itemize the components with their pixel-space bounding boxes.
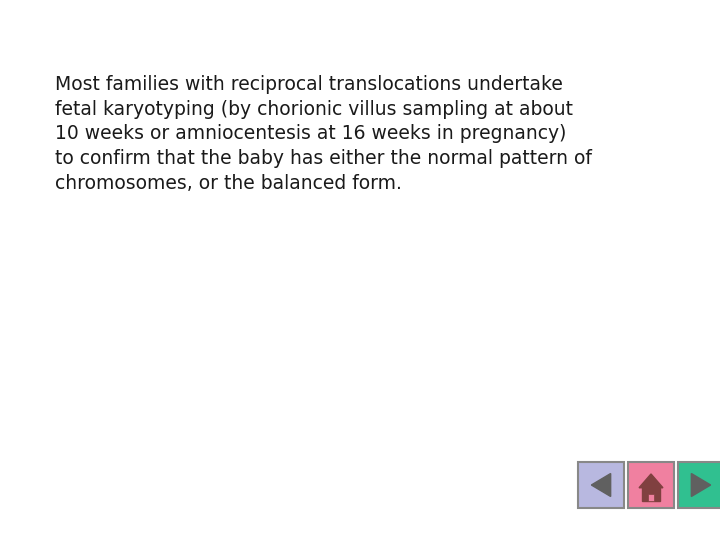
Bar	[648, 494, 654, 501]
Polygon shape	[691, 474, 711, 496]
Polygon shape	[639, 474, 663, 488]
Bar	[642, 487, 660, 501]
Bar	[628, 462, 674, 508]
Polygon shape	[591, 474, 611, 496]
Bar	[578, 462, 624, 508]
Bar	[678, 462, 720, 508]
Text: Most families with reciprocal translocations undertake
fetal karyotyping (by cho: Most families with reciprocal translocat…	[55, 75, 592, 193]
